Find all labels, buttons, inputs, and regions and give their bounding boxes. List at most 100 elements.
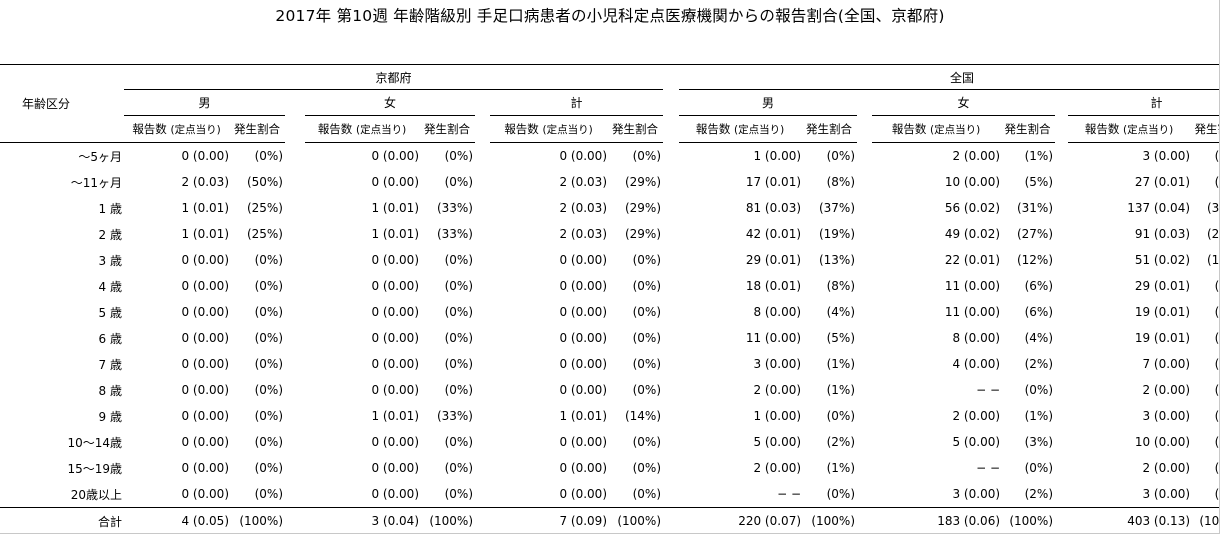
rate-cell: (0%)	[444, 383, 473, 397]
count-cell: 0 (0.00)	[559, 435, 607, 449]
rate-header: 発生割合	[607, 115, 664, 143]
count-header: 報告数 (定点当り)	[490, 115, 607, 143]
count-cell: 3 (0.00)	[1142, 487, 1191, 501]
count-cell: 0 (0.00)	[181, 357, 229, 371]
count-cell: 18 (0.01)	[745, 279, 802, 293]
rate-cell: (31%)	[1016, 201, 1054, 215]
count-label: 報告数	[504, 122, 539, 136]
rate-cell: (0%)	[254, 279, 283, 293]
table-row: 1 歳 1 (0.01) (25%) 1 (0.01) (33%) 2 (0.03) (29…	[0, 195, 1220, 221]
rate-cell: (5%)	[1024, 175, 1054, 189]
count-cell: 0 (0.00)	[371, 383, 419, 397]
count-cell: 29 (0.01)	[1134, 279, 1191, 293]
table-row: 8 歳 0 (0.00) (0%) 0 (0.00) (0%) 0 (0.00) (0%) 2…	[0, 377, 1220, 403]
count-sub-label: (定点当り)	[355, 124, 407, 136]
age-label: 2 歳	[98, 227, 122, 242]
rate-header: 発生割合	[229, 115, 285, 143]
sex-header-kyoto-male: 男	[124, 89, 285, 116]
rate-cell: (0%)	[632, 357, 662, 371]
count-cell: 2 (0.00)	[753, 383, 802, 397]
rate-cell: (7%)	[1214, 279, 1220, 293]
rate-cell: (1%)	[1214, 409, 1220, 423]
count-header: 報告数 (定点当り)	[124, 115, 229, 143]
age-label: 4 歳	[98, 279, 122, 294]
rate-cell: (0%)	[444, 331, 473, 345]
rate-cell: (5%)	[826, 331, 856, 345]
rate-cell: (0%)	[254, 461, 283, 475]
table-row: 6 歳 0 (0.00) (0%) 0 (0.00) (0%) 0 (0.00) (0%) 1…	[0, 325, 1220, 351]
count-cell: 0 (0.00)	[181, 279, 229, 293]
count-cell: − −	[976, 383, 1001, 397]
age-label: 8 歳	[98, 383, 122, 398]
rate-cell: (0%)	[826, 487, 856, 501]
age-header: 年齢区分	[0, 64, 124, 143]
rate-cell: (13%)	[818, 253, 856, 267]
rate-cell: (5%)	[1214, 305, 1220, 319]
rate-cell: (100%)	[801, 507, 858, 534]
age-label: 〜11ヶ月	[70, 175, 122, 190]
rate-cell: (1%)	[826, 461, 856, 475]
count-sub-label: (定点当り)	[170, 124, 221, 136]
count-cell: 0 (0.00)	[371, 253, 419, 267]
count-cell: 2 (0.03)	[559, 227, 607, 241]
rate-cell: (1%)	[1024, 149, 1054, 163]
count-cell: 10 (0.00)	[1134, 435, 1191, 449]
count-cell: 3 (0.00)	[952, 487, 1001, 501]
count-cell: 1 (0.00)	[753, 409, 802, 423]
rate-cell: (8%)	[826, 279, 856, 293]
sex-header-kyoto-female: 女	[305, 89, 475, 116]
rate-cell: (13%)	[1206, 253, 1220, 267]
rate-cell: (0%)	[632, 305, 662, 319]
header-row-measures: 報告数 (定点当り) 発生割合 報告数 (定点当り) 発生割合 報告数 (定点当り) 発生…	[0, 115, 1220, 143]
rate-cell: (0%)	[444, 461, 473, 475]
count-cell: 1 (0.00)	[753, 149, 802, 163]
count-label: 報告数	[317, 122, 353, 136]
count-cell: 403 (0.13)	[1068, 507, 1191, 534]
count-label: 報告数	[1084, 122, 1120, 136]
age-label: 6 歳	[98, 331, 122, 346]
count-cell: 4 (0.00)	[952, 357, 1001, 371]
rate-cell: (1%)	[1214, 487, 1220, 501]
count-cell: − −	[777, 487, 802, 501]
rate-cell: (0%)	[632, 461, 662, 475]
count-cell: 1 (0.01)	[371, 201, 419, 215]
rate-cell: (25%)	[246, 227, 283, 241]
rate-cell: (0%)	[444, 149, 473, 163]
count-cell: 183 (0.06)	[872, 507, 1001, 534]
table-row: 〜5ヶ月 0 (0.00) (0%) 0 (0.00) (0%) 0 (0.00) (0%)…	[0, 143, 1220, 170]
sex-header-national-total: 計	[1068, 89, 1220, 116]
table-row: 4 歳 0 (0.00) (0%) 0 (0.00) (0%) 0 (0.00) (0%) 1…	[0, 273, 1220, 299]
count-cell: 220 (0.07)	[679, 507, 802, 534]
count-cell: 5 (0.00)	[952, 435, 1001, 449]
rate-cell: (0%)	[632, 253, 662, 267]
count-cell: 3 (0.00)	[1142, 149, 1191, 163]
rate-cell: (33%)	[436, 409, 473, 423]
table-row: 〜11ヶ月 2 (0.03) (50%) 0 (0.00) (0%) 2 (0.03) (2…	[0, 169, 1220, 195]
rate-cell: (0%)	[254, 383, 283, 397]
count-cell: 11 (0.00)	[745, 331, 802, 345]
rate-cell: (0%)	[254, 409, 283, 423]
count-cell: 0 (0.00)	[371, 357, 419, 371]
count-label: 報告数	[695, 122, 731, 136]
rate-cell: (0%)	[444, 253, 473, 267]
rate-cell: (4%)	[1024, 331, 1054, 345]
count-header: 報告数 (定点当り)	[1068, 115, 1191, 143]
count-cell: 7 (0.09)	[490, 507, 607, 534]
count-sub-label: (定点当り)	[733, 124, 785, 136]
rate-cell: (0%)	[1024, 461, 1054, 475]
rate-cell: (2%)	[1214, 435, 1220, 449]
rate-cell: (3%)	[1024, 435, 1054, 449]
count-cell: 3 (0.00)	[1142, 409, 1191, 423]
count-cell: 51 (0.02)	[1134, 253, 1191, 267]
rate-cell: (7%)	[1214, 175, 1220, 189]
count-cell: 0 (0.00)	[181, 409, 229, 423]
rate-cell: (8%)	[826, 175, 856, 189]
rate-cell: (12%)	[1016, 253, 1054, 267]
count-cell: 0 (0.00)	[181, 253, 229, 267]
age-label: 15〜19歳	[67, 461, 122, 476]
count-cell: 19 (0.01)	[1134, 331, 1191, 345]
count-cell: 0 (0.00)	[371, 435, 419, 449]
rate-cell: (0%)	[1024, 383, 1054, 397]
count-cell: 11 (0.00)	[944, 279, 1001, 293]
count-cell: 3 (0.04)	[305, 507, 419, 534]
